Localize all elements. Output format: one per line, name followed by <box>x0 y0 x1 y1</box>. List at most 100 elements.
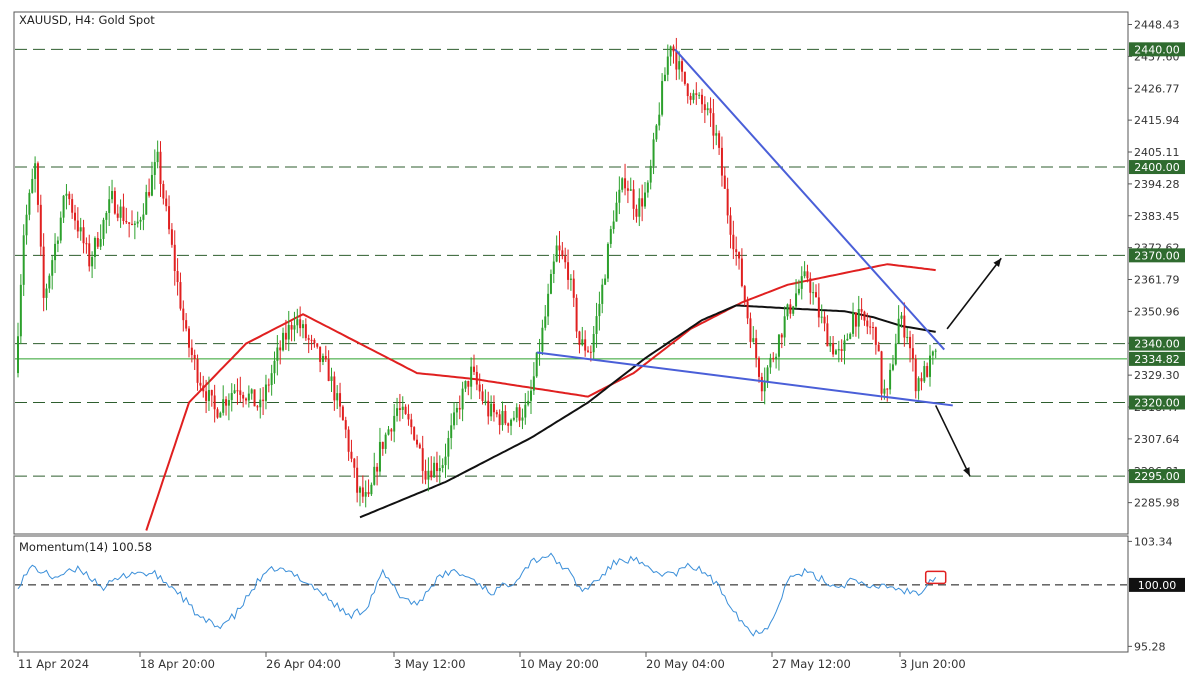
candle-body <box>587 350 589 352</box>
candle-body <box>427 470 430 480</box>
candle-body <box>96 237 99 247</box>
candle-body <box>54 243 57 261</box>
candle <box>806 264 809 283</box>
candle-body <box>361 487 364 497</box>
candle-body <box>45 288 48 298</box>
time-tick-label: 27 May 12:00 <box>772 657 851 671</box>
candle-body <box>484 400 487 402</box>
candle-body <box>820 316 823 318</box>
candle <box>34 156 37 193</box>
candle-body <box>233 390 236 394</box>
candle <box>777 334 780 371</box>
candle-body <box>464 381 467 389</box>
candle <box>330 367 333 393</box>
candle <box>909 330 912 363</box>
candle-body <box>897 318 900 344</box>
candle <box>182 300 185 332</box>
candle <box>632 180 635 220</box>
candle <box>387 426 390 436</box>
candle <box>795 279 798 309</box>
candle <box>173 230 176 286</box>
candle-body <box>378 441 381 472</box>
candle <box>88 234 91 272</box>
candle-body <box>150 174 153 196</box>
candle-body <box>829 343 832 347</box>
candle-body <box>584 339 587 351</box>
candle <box>202 375 205 398</box>
candle-body <box>51 260 54 276</box>
candle <box>829 336 832 352</box>
candle-body <box>108 199 111 213</box>
candle <box>273 351 276 384</box>
candle-body <box>202 385 205 392</box>
price-tick-label: 2350.96 <box>1134 305 1180 318</box>
candle-body <box>336 393 339 401</box>
candle <box>530 379 532 414</box>
candle-body <box>253 389 256 407</box>
momentum-pane[interactable] <box>13 535 1129 653</box>
candle-body <box>780 334 783 338</box>
candle <box>125 207 128 224</box>
candle-body <box>225 399 228 406</box>
candle-body <box>817 297 820 318</box>
candle <box>877 341 880 352</box>
candle <box>253 389 256 407</box>
candle-body <box>122 206 125 222</box>
candle <box>760 372 763 402</box>
candle-body <box>815 292 817 298</box>
candle-body <box>17 336 19 374</box>
candle-body <box>803 271 806 277</box>
candle <box>82 219 85 254</box>
candle-body <box>880 351 883 394</box>
candle <box>547 283 550 325</box>
candle <box>236 378 239 405</box>
candle-body <box>205 391 208 401</box>
candle-body <box>210 390 213 396</box>
candle-body <box>755 338 758 359</box>
candle-body <box>128 222 131 224</box>
candle-body <box>595 316 598 334</box>
candle <box>407 404 410 426</box>
candle-body <box>775 356 778 360</box>
candle-body <box>387 429 390 435</box>
candle-body <box>339 393 342 407</box>
candle-body <box>752 338 755 342</box>
candle <box>256 404 259 411</box>
candle <box>113 187 116 215</box>
candle-body <box>421 448 424 471</box>
candle-body <box>501 410 504 426</box>
candle <box>595 302 598 348</box>
candle <box>492 395 495 422</box>
candle <box>455 403 458 426</box>
candle-body <box>726 188 729 216</box>
candle-body <box>903 315 906 338</box>
candle-body <box>492 403 495 413</box>
candle <box>188 326 190 358</box>
candle <box>826 315 829 347</box>
candle <box>475 365 478 391</box>
candle <box>310 334 313 350</box>
candle <box>666 44 669 82</box>
candle <box>299 306 302 337</box>
candle-body <box>490 403 493 417</box>
candle <box>170 223 173 248</box>
candle <box>279 340 282 365</box>
candle-body <box>860 308 863 312</box>
candle <box>225 396 228 416</box>
candle <box>592 325 595 359</box>
arrow-up-shaft <box>946 257 1002 330</box>
candle-body <box>65 193 68 196</box>
candle <box>860 298 863 320</box>
candle <box>245 397 247 405</box>
candle <box>421 435 424 484</box>
candle <box>689 92 692 106</box>
momentum-reference-box <box>1129 577 1185 592</box>
candle-body <box>698 94 701 96</box>
candle-body <box>290 324 293 330</box>
candle-body <box>549 274 552 294</box>
candle-body <box>159 151 162 185</box>
candle-body <box>923 366 926 382</box>
main-pane[interactable] <box>13 11 1129 535</box>
